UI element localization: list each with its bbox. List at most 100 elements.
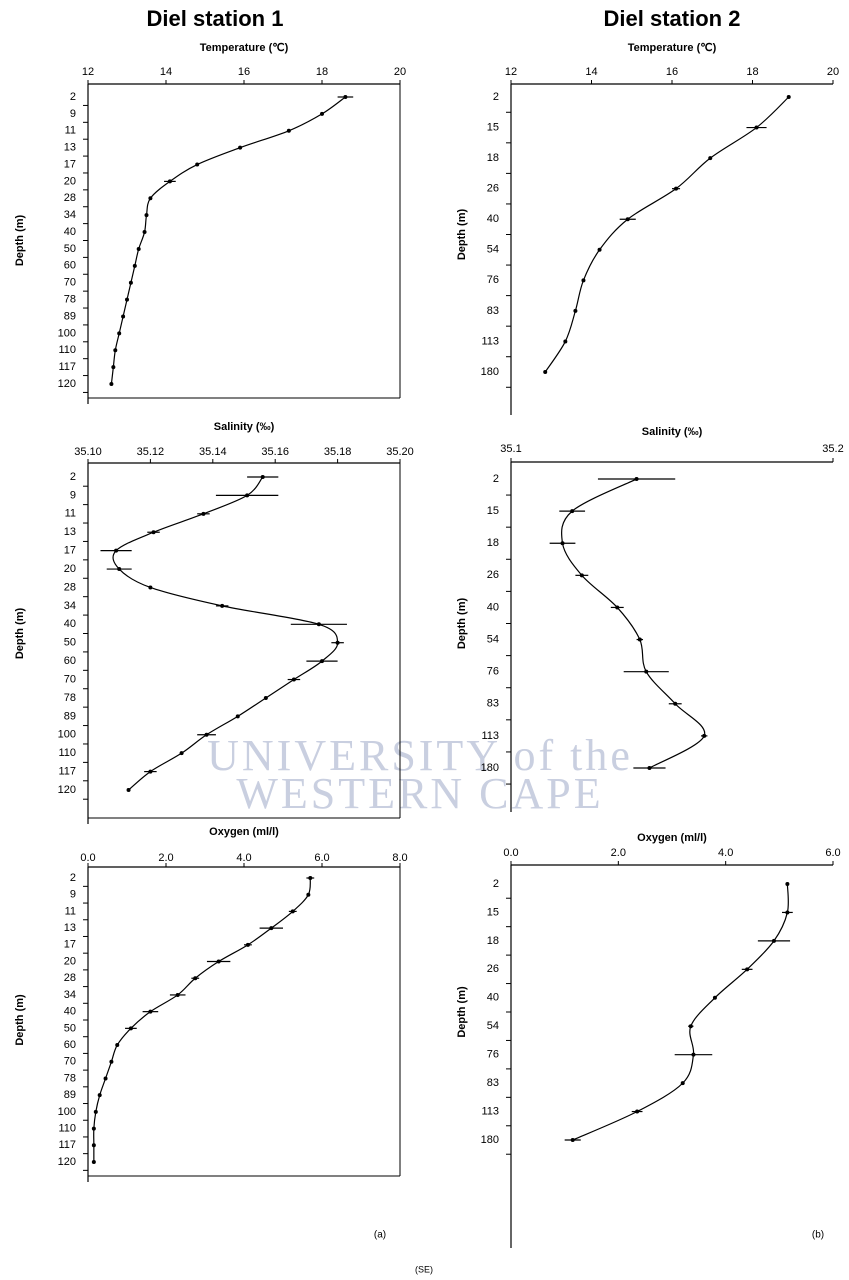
note: (SE) bbox=[415, 1264, 433, 1274]
data-point bbox=[143, 230, 147, 234]
x-tick-label: 18 bbox=[316, 66, 328, 78]
x-axis-title: Oxygen (ml/l) bbox=[209, 826, 279, 838]
x-axis-title: Temperature (℃) bbox=[200, 42, 289, 54]
data-point bbox=[320, 659, 324, 663]
data-point bbox=[117, 567, 121, 571]
data-point bbox=[598, 248, 602, 252]
data-point bbox=[785, 882, 789, 886]
watermark: WESTERN CAPE bbox=[236, 769, 603, 818]
data-point bbox=[137, 247, 141, 251]
y-tick-label: 78 bbox=[64, 692, 76, 704]
x-tick-label: 12 bbox=[82, 66, 94, 78]
data-point bbox=[145, 213, 149, 217]
x-tick-label: 4.0 bbox=[236, 852, 251, 864]
y-tick-label: 34 bbox=[64, 209, 76, 221]
y-tick-label: 120 bbox=[58, 1156, 76, 1168]
x-tick-label: 14 bbox=[585, 66, 597, 78]
data-point bbox=[148, 770, 152, 774]
x-axis-title: Salinity (‰) bbox=[642, 426, 703, 438]
data-point bbox=[92, 1160, 96, 1164]
data-point bbox=[113, 348, 117, 352]
y-tick-label: 113 bbox=[481, 335, 499, 347]
data-point bbox=[238, 146, 242, 150]
data-point bbox=[236, 714, 240, 718]
data-point bbox=[713, 996, 717, 1000]
y-axis-title: Depth (m) bbox=[456, 986, 468, 1038]
data-point bbox=[129, 1026, 133, 1030]
data-point bbox=[245, 493, 249, 497]
y-tick-label: 76 bbox=[487, 666, 499, 678]
data-point bbox=[745, 967, 749, 971]
data-point bbox=[220, 604, 224, 608]
data-point bbox=[543, 370, 547, 374]
data-point bbox=[109, 382, 113, 386]
y-tick-label: 20 bbox=[64, 175, 76, 187]
y-tick-label: 26 bbox=[487, 569, 499, 581]
data-point bbox=[306, 893, 310, 897]
y-axis-title: Depth (m) bbox=[14, 994, 26, 1046]
y-tick-label: 28 bbox=[64, 972, 76, 984]
y-axis-title: Depth (m) bbox=[456, 598, 468, 650]
data-point bbox=[691, 1053, 695, 1057]
data-point bbox=[308, 876, 312, 880]
y-tick-label: 15 bbox=[487, 505, 499, 517]
data-point bbox=[205, 733, 209, 737]
y-tick-label: 83 bbox=[487, 305, 499, 317]
data-point bbox=[129, 281, 133, 285]
y-tick-label: 83 bbox=[487, 1077, 499, 1089]
y-tick-label: 76 bbox=[487, 1049, 499, 1061]
data-point bbox=[148, 585, 152, 589]
panel-label: (b) bbox=[812, 1230, 824, 1241]
y-tick-label: 18 bbox=[487, 152, 499, 164]
x-tick-label: 20 bbox=[394, 66, 406, 78]
data-point bbox=[133, 264, 137, 268]
y-tick-label: 34 bbox=[64, 600, 76, 612]
y-tick-label: 113 bbox=[481, 730, 499, 742]
data-point bbox=[561, 541, 565, 545]
y-tick-label: 13 bbox=[64, 142, 76, 154]
panel-label: (a) bbox=[374, 1230, 386, 1241]
y-tick-label: 60 bbox=[64, 260, 76, 272]
data-point bbox=[571, 1138, 575, 1142]
data-point bbox=[626, 217, 630, 221]
y-tick-label: 40 bbox=[487, 992, 499, 1004]
data-point bbox=[638, 638, 642, 642]
x-tick-label: 35.2 bbox=[822, 443, 843, 455]
data-point bbox=[92, 1143, 96, 1147]
data-point bbox=[581, 278, 585, 282]
data-point bbox=[702, 734, 706, 738]
x-tick-label: 18 bbox=[746, 66, 758, 78]
x-tick-label: 6.0 bbox=[314, 852, 329, 864]
data-point bbox=[117, 331, 121, 335]
y-tick-label: 60 bbox=[64, 1039, 76, 1051]
x-tick-label: 12 bbox=[505, 66, 517, 78]
data-point bbox=[647, 766, 651, 770]
y-tick-label: 11 bbox=[65, 905, 76, 917]
data-point bbox=[292, 678, 296, 682]
x-tick-label: 20 bbox=[827, 66, 839, 78]
y-tick-label: 76 bbox=[487, 274, 499, 286]
data-point bbox=[580, 573, 584, 577]
x-tick-label: 14 bbox=[160, 66, 172, 78]
y-tick-label: 9 bbox=[70, 108, 76, 120]
data-point bbox=[109, 1060, 113, 1064]
profile-line bbox=[94, 878, 311, 1162]
data-point bbox=[261, 475, 265, 479]
x-axis-title: Oxygen (ml/l) bbox=[637, 832, 707, 844]
data-point bbox=[681, 1081, 685, 1085]
y-tick-label: 50 bbox=[64, 637, 76, 649]
y-tick-label: 180 bbox=[481, 1134, 499, 1146]
y-tick-label: 17 bbox=[64, 545, 76, 557]
y-tick-label: 180 bbox=[481, 366, 499, 378]
data-point bbox=[785, 910, 789, 914]
y-tick-label: 117 bbox=[58, 361, 76, 373]
data-point bbox=[287, 129, 291, 133]
x-tick-label: 35.1 bbox=[500, 443, 521, 455]
y-tick-label: 89 bbox=[64, 710, 76, 722]
y-tick-label: 100 bbox=[58, 729, 76, 741]
y-tick-label: 40 bbox=[487, 213, 499, 225]
y-tick-label: 2 bbox=[493, 473, 499, 485]
y-tick-label: 100 bbox=[58, 1106, 76, 1118]
y-tick-label: 2 bbox=[70, 91, 76, 103]
data-point bbox=[674, 187, 678, 191]
